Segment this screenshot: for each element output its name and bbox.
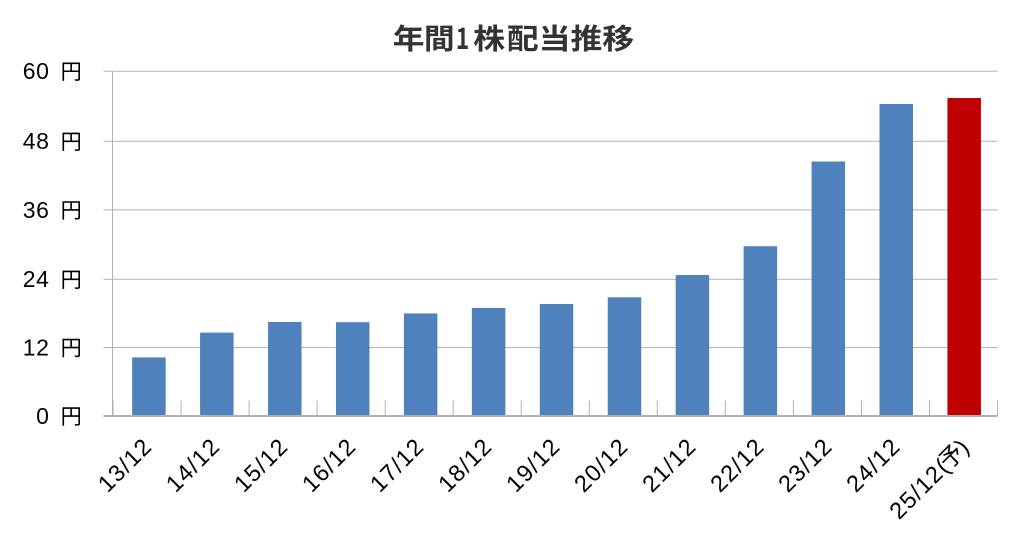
svg-text:0: 0 — [36, 403, 49, 429]
svg-text:24: 24 — [23, 266, 50, 292]
svg-text:60: 60 — [23, 58, 50, 84]
svg-text:48: 48 — [23, 128, 50, 154]
svg-text:36: 36 — [23, 197, 50, 223]
svg-text:12: 12 — [23, 334, 50, 360]
